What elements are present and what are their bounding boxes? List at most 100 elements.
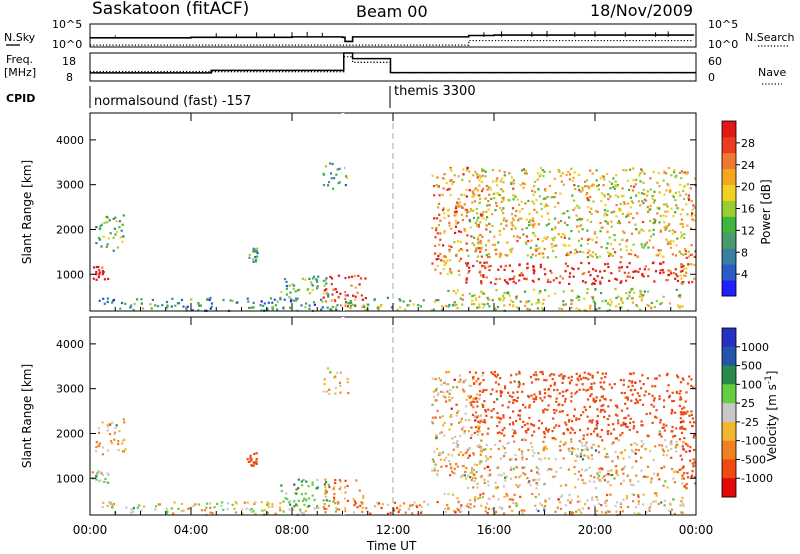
echo-cell bbox=[606, 172, 609, 176]
echo-cell bbox=[618, 220, 621, 223]
echo-cell bbox=[663, 171, 666, 174]
echo-cell bbox=[197, 302, 200, 305]
echo-cell bbox=[479, 239, 482, 243]
echo-cell bbox=[619, 506, 622, 509]
echo-cell bbox=[609, 195, 612, 198]
echo-cell bbox=[106, 504, 109, 508]
echo-cell bbox=[267, 505, 270, 508]
echo-cell bbox=[101, 446, 104, 449]
echo-cell bbox=[464, 208, 467, 211]
echo-cell bbox=[596, 185, 599, 188]
colorbar-tick-label: 12 bbox=[741, 224, 755, 237]
echo-cell bbox=[266, 309, 269, 312]
echo-cell bbox=[480, 447, 483, 450]
echo-cell bbox=[197, 503, 201, 506]
echo-cell bbox=[323, 378, 326, 381]
echo-cell bbox=[669, 239, 672, 242]
echo-cell bbox=[519, 474, 522, 477]
echo-cell bbox=[550, 468, 553, 471]
echo-cell bbox=[669, 270, 672, 273]
echo-cell bbox=[637, 270, 640, 273]
echo-cell bbox=[519, 417, 522, 421]
echo-cell bbox=[627, 385, 630, 388]
echo-cell bbox=[543, 268, 546, 271]
echo-cell bbox=[527, 308, 530, 311]
echo-cell bbox=[649, 450, 652, 453]
echo-cell bbox=[484, 448, 487, 451]
echo-cell bbox=[511, 428, 514, 431]
echo-cell bbox=[590, 184, 593, 187]
echo-cell bbox=[248, 256, 251, 259]
echo-cell bbox=[330, 283, 333, 286]
echo-cell bbox=[586, 238, 590, 241]
echo-cell bbox=[570, 379, 573, 382]
echo-cell bbox=[496, 486, 499, 489]
nsky-label: N.Sky bbox=[4, 31, 36, 44]
echo-cell bbox=[646, 465, 650, 468]
echo-cell bbox=[588, 187, 591, 190]
echo-cell bbox=[249, 458, 253, 461]
echo-cell bbox=[113, 438, 116, 441]
echo-cell bbox=[476, 433, 479, 436]
echo-cell bbox=[675, 427, 678, 430]
echo-cell bbox=[479, 176, 482, 179]
echo-cell bbox=[445, 261, 448, 264]
x-tick-label: 08:00 bbox=[275, 523, 310, 537]
echo-cell bbox=[479, 493, 482, 496]
echo-cell bbox=[436, 474, 439, 477]
echo-cell bbox=[641, 170, 644, 173]
echo-cell bbox=[468, 189, 471, 192]
echo-cell bbox=[586, 287, 589, 291]
echo-cell bbox=[591, 238, 594, 241]
echo-cell bbox=[677, 294, 681, 298]
echo-cell bbox=[653, 190, 656, 193]
echo-cell bbox=[350, 301, 353, 305]
echo-cell bbox=[538, 252, 541, 255]
echo-cell bbox=[293, 500, 296, 503]
echo-cell bbox=[500, 474, 503, 477]
echo-cell bbox=[560, 308, 564, 311]
echo-cell bbox=[499, 377, 502, 380]
echo-cell bbox=[595, 399, 598, 402]
echo-cell bbox=[374, 505, 377, 508]
echo-cell bbox=[404, 511, 407, 514]
echo-cell bbox=[558, 392, 561, 395]
echo-cell bbox=[518, 370, 521, 373]
echo-cell bbox=[525, 235, 529, 238]
echo-cell bbox=[544, 273, 547, 276]
echo-cell bbox=[679, 396, 682, 399]
echo-cell bbox=[354, 502, 357, 505]
echo-cell bbox=[499, 180, 502, 183]
echo-cell bbox=[477, 425, 480, 428]
echo-cell bbox=[509, 248, 512, 251]
echo-cell bbox=[511, 247, 514, 250]
echo-cell bbox=[493, 401, 496, 404]
echo-cell bbox=[557, 498, 560, 501]
echo-cell bbox=[417, 303, 420, 307]
echo-cell bbox=[574, 392, 577, 395]
echo-cell bbox=[673, 481, 677, 484]
echo-cell bbox=[612, 423, 615, 426]
echo-cell bbox=[564, 442, 567, 445]
echo-cell bbox=[599, 270, 602, 273]
echo-cell bbox=[494, 308, 497, 311]
echo-cell bbox=[521, 182, 525, 185]
echo-cell bbox=[490, 416, 493, 419]
echo-cell bbox=[646, 377, 649, 380]
echo-cell bbox=[359, 504, 362, 507]
echo-cell bbox=[637, 191, 640, 194]
echo-cell bbox=[98, 442, 101, 445]
echo-cell bbox=[670, 174, 673, 177]
echo-cell bbox=[679, 274, 682, 277]
echo-cell bbox=[655, 416, 658, 419]
echo-cell bbox=[453, 472, 457, 475]
echo-cell bbox=[646, 304, 649, 307]
echo-cell bbox=[627, 271, 630, 274]
echo-cell bbox=[639, 172, 642, 175]
echo-cell bbox=[271, 301, 274, 304]
echo-cell bbox=[446, 390, 449, 393]
echo-cell bbox=[443, 380, 446, 384]
echo-cell bbox=[498, 421, 501, 424]
echo-cell bbox=[95, 441, 98, 444]
x-tick-label: 16:00 bbox=[477, 523, 512, 537]
